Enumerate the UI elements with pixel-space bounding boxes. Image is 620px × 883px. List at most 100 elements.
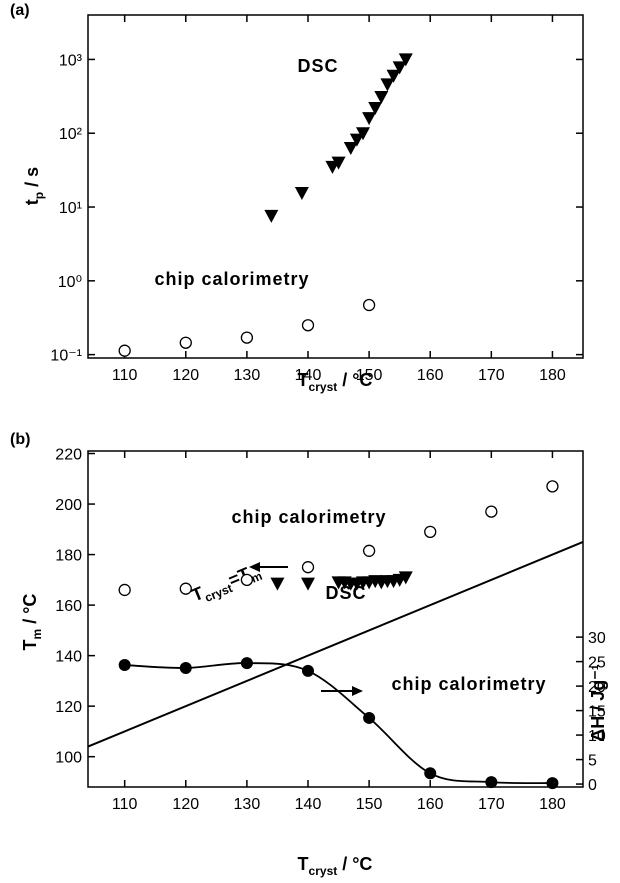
y-tick-label: 10⁰ bbox=[58, 274, 82, 291]
triangle-marker bbox=[294, 186, 309, 200]
x-tick-label: 120 bbox=[172, 367, 199, 384]
open-marker bbox=[362, 298, 376, 312]
y2-tick-label: 10 bbox=[588, 728, 606, 745]
y-tick-label: 220 bbox=[55, 447, 82, 464]
triangle-marker bbox=[356, 127, 370, 141]
triangle-marker bbox=[368, 101, 383, 115]
x-axis-title-part: / °C bbox=[337, 370, 372, 390]
filled-marker bbox=[118, 659, 131, 672]
triangle-marker bbox=[301, 577, 315, 591]
y-tick-label: 120 bbox=[55, 699, 82, 716]
y-tick-label: 10² bbox=[59, 126, 83, 143]
filled-marker bbox=[546, 777, 559, 790]
left-arrow bbox=[249, 562, 288, 572]
y-tick-label: 10³ bbox=[59, 52, 83, 69]
y2-axis-title: ΔH / Jg⁻¹ bbox=[588, 664, 608, 741]
x-axis-title-part: cryst bbox=[309, 864, 338, 878]
identity-line bbox=[87, 541, 584, 748]
triangle-marker bbox=[386, 69, 401, 83]
y-tick-label: 180 bbox=[55, 548, 82, 565]
panel-label: (b) bbox=[10, 431, 30, 448]
annotation: chip calorimetry bbox=[391, 674, 546, 694]
filled-marker bbox=[485, 776, 498, 789]
y-tick-label: 100 bbox=[55, 750, 82, 767]
y2-tick-label: 25 bbox=[588, 655, 606, 672]
y-tick-label: 200 bbox=[55, 497, 82, 514]
fit-curve bbox=[124, 662, 553, 785]
open-marker bbox=[301, 561, 315, 574]
x-tick-label: 150 bbox=[356, 796, 383, 813]
y-tick-label: 10⁻¹ bbox=[50, 348, 82, 365]
open-marker bbox=[424, 525, 437, 538]
y2-tick-label: 0 bbox=[588, 777, 597, 794]
open-marker bbox=[118, 583, 131, 597]
y-axis-title-part: T bbox=[20, 639, 40, 650]
x-tick-label: 160 bbox=[417, 796, 444, 813]
plot-frame bbox=[87, 14, 584, 359]
triangle-marker bbox=[380, 78, 395, 92]
y-axis-title: tp / s bbox=[22, 167, 46, 205]
plot-frame bbox=[87, 450, 584, 788]
annotation: chip calorimetry bbox=[154, 269, 309, 289]
x-axis-title-part: / °C bbox=[337, 854, 372, 874]
open-marker bbox=[179, 336, 192, 349]
triangle-marker bbox=[331, 156, 346, 170]
y-tick-label: 10¹ bbox=[59, 200, 82, 217]
triangle-marker bbox=[398, 53, 413, 67]
x-tick-label: 130 bbox=[234, 796, 261, 813]
x-tick-label: 160 bbox=[417, 367, 444, 384]
x-tick-label: 120 bbox=[172, 796, 199, 813]
panel-label: (a) bbox=[10, 2, 30, 19]
arrow-head bbox=[352, 686, 363, 696]
y-tick-label: 140 bbox=[55, 649, 82, 666]
x-tick-label: 170 bbox=[478, 367, 505, 384]
open-marker bbox=[179, 582, 192, 595]
x-axis-title: Tcryst / °C bbox=[298, 370, 373, 394]
triangle-marker bbox=[398, 571, 413, 585]
open-marker bbox=[240, 573, 254, 586]
y-axis-title-part: p bbox=[32, 192, 46, 199]
y-axis-title-part: / s bbox=[22, 167, 42, 192]
x-tick-label: 180 bbox=[539, 796, 566, 813]
open-marker bbox=[301, 319, 315, 332]
x-tick-label: 150 bbox=[356, 367, 383, 384]
y2-tick-label: 15 bbox=[588, 704, 606, 721]
identity-label-part: m bbox=[249, 569, 264, 586]
triangle-marker bbox=[343, 142, 358, 156]
triangle-marker bbox=[392, 61, 407, 75]
x-axis-title: Tcryst / °C bbox=[298, 854, 373, 878]
triangle-marker bbox=[264, 209, 279, 223]
open-marker bbox=[362, 544, 376, 557]
x-axis-title-part: T bbox=[298, 854, 309, 874]
x-axis-title-part: cryst bbox=[309, 380, 338, 394]
x-tick-label: 180 bbox=[539, 367, 566, 384]
y-axis-title-part: / °C bbox=[20, 594, 40, 629]
y-tick-label: 160 bbox=[55, 598, 82, 615]
x-tick-label: 130 bbox=[234, 367, 261, 384]
annotation: DSC bbox=[297, 56, 338, 76]
x-tick-label: 140 bbox=[295, 367, 322, 384]
y-axis-title: Tm / °C bbox=[20, 594, 44, 651]
x-tick-label: 140 bbox=[295, 796, 322, 813]
y2-tick-label: 5 bbox=[588, 753, 597, 770]
y-axis-title-part: m bbox=[30, 629, 44, 640]
x-axis-title-part: T bbox=[298, 370, 309, 390]
triangle-marker bbox=[270, 577, 285, 591]
triangle-marker bbox=[362, 112, 377, 126]
filled-marker bbox=[302, 664, 314, 677]
y-axis-title-part: t bbox=[22, 199, 42, 205]
y2-tick-label: 20 bbox=[588, 679, 606, 696]
triangle-marker bbox=[349, 133, 364, 147]
open-marker bbox=[485, 505, 498, 518]
filled-marker bbox=[363, 711, 376, 724]
open-marker bbox=[118, 344, 131, 357]
filled-marker bbox=[424, 767, 437, 780]
triangle-marker bbox=[374, 90, 389, 104]
filled-marker bbox=[240, 657, 253, 670]
y2-tick-label: 30 bbox=[588, 630, 606, 647]
arrow-head bbox=[249, 562, 260, 572]
x-tick-label: 110 bbox=[112, 367, 138, 384]
filled-marker bbox=[179, 661, 192, 674]
x-tick-label: 110 bbox=[112, 796, 138, 813]
